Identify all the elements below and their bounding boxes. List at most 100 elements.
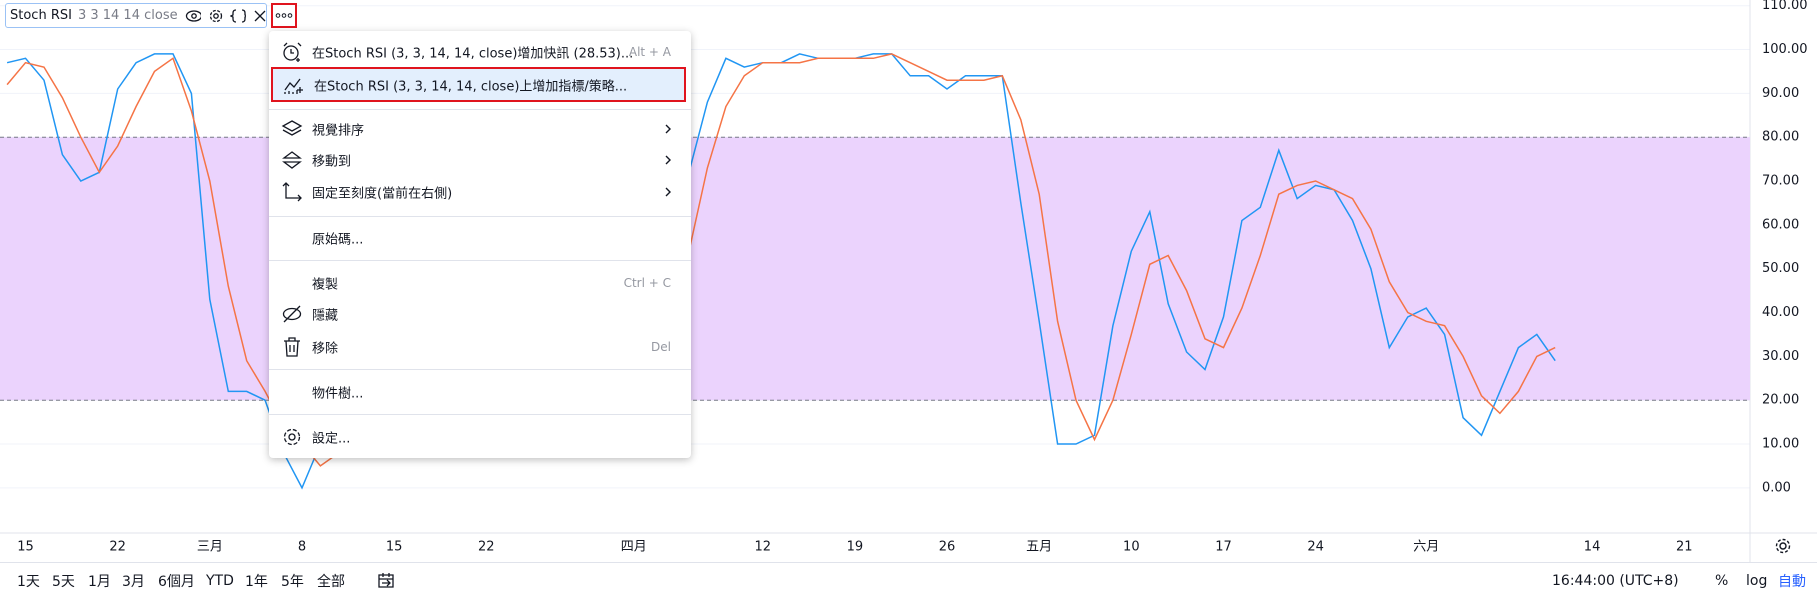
settings-icon (283, 428, 301, 446)
menu-label: 視覺排序 (312, 123, 365, 139)
y-tick-label: 60.00 (1762, 217, 1799, 232)
indicator-params: 3 3 14 14 close (77, 8, 178, 23)
menu-shortcut: Alt + A (628, 45, 671, 59)
menu-label: 複製 (312, 277, 339, 293)
trash-icon (284, 337, 300, 357)
x-tick-label: 21 (1676, 540, 1693, 555)
y-tick-label: 40.00 (1762, 305, 1799, 320)
y-tick-label: 50.00 (1762, 261, 1799, 276)
x-tick-label: 26 (939, 540, 956, 555)
x-tick-label: 五月 (1026, 540, 1052, 555)
source-icon[interactable] (229, 8, 247, 24)
range-button[interactable]: 1月 (88, 574, 111, 590)
menu-label: 隱藏 (312, 308, 339, 324)
move-icon (282, 151, 302, 169)
menu-label: 在Stoch RSI (3, 3, 14, 14, close)增加快訊 (28… (312, 46, 634, 62)
x-tick-label: 四月 (621, 540, 647, 555)
add-indicator-icon (284, 78, 303, 94)
scale-icon (282, 182, 302, 202)
menu-item[interactable]: 視覺排序 (269, 113, 691, 145)
y-tick-label: 20.00 (1762, 393, 1799, 408)
gear-teeth (1775, 538, 1791, 554)
submenu-arrow (665, 124, 671, 134)
menu-label: 在Stoch RSI (3, 3, 14, 14, close)上增加指標/策略… (314, 79, 628, 94)
percent-toggle[interactable]: % (1715, 573, 1729, 589)
bottom-toolbar: 1天 5天 1月 3月 6個月 YTD 1年 5年 全部 16:44:00 (U… (0, 562, 1817, 599)
menu-item[interactable]: 原始碼... (269, 222, 691, 254)
range-button[interactable]: 5年 (281, 574, 304, 590)
goto-date-icon[interactable] (376, 572, 396, 590)
x-tick-label: 14 (1584, 540, 1601, 555)
x-tick-label: 8 (298, 540, 306, 555)
x-tick-label: 15 (386, 540, 403, 555)
indicator-name: Stoch RSI (10, 8, 72, 23)
menu-label: 固定至刻度(當前在右側) (312, 186, 453, 202)
x-tick-label: 15 (17, 540, 34, 555)
menu-item[interactable]: 物件樹... (269, 376, 691, 408)
y-tick-label: 30.00 (1762, 349, 1799, 364)
series-line (6, 53, 1556, 467)
menu-item[interactable]: 隱藏 (269, 298, 691, 330)
context-menu: 在Stoch RSI (3, 3, 14, 14, close)增加快訊 (28… (269, 31, 691, 458)
menu-item[interactable]: 設定... (269, 421, 691, 453)
y-tick-label: 0.00 (1762, 480, 1791, 495)
x-tick-label: 22 (109, 540, 126, 555)
x-tick-label: 六月 (1413, 540, 1439, 555)
indicator-legend[interactable]: Stoch RSI 3 3 14 14 close (5, 3, 267, 28)
y-tick-label: 80.00 (1762, 130, 1799, 145)
submenu-arrow (665, 187, 671, 197)
menu-label: 設定... (312, 431, 351, 447)
menu-item[interactable]: 在Stoch RSI (3, 3, 14, 14, close)增加快訊 (28… (269, 36, 691, 68)
overbought-oversold-band (0, 137, 1750, 401)
menu-item[interactable]: 移除 Del (269, 331, 691, 363)
range-button[interactable]: 6個月 (158, 574, 195, 590)
range-button[interactable]: 1年 (245, 574, 268, 590)
y-tick-label: 90.00 (1762, 86, 1799, 101)
range-button[interactable]: YTD (206, 573, 234, 589)
menu-item[interactable]: 複製 Ctrl + C (269, 267, 691, 299)
more-icon (275, 13, 293, 18)
auto-toggle[interactable]: 自動 (1778, 574, 1806, 590)
menu-shortcut: Ctrl + C (623, 276, 671, 290)
more-button[interactable] (271, 3, 297, 28)
menu-label: 物件樹... (312, 386, 364, 402)
range-button[interactable]: 3月 (122, 574, 145, 590)
hide-icon (282, 305, 302, 323)
menu-item[interactable]: 移動到 (269, 144, 691, 176)
y-tick-label: 100.00 (1762, 42, 1808, 57)
log-toggle[interactable]: log (1746, 573, 1768, 589)
menu-label: 移除 (312, 341, 339, 357)
layers-icon (281, 120, 303, 136)
x-tick-label: 24 (1307, 540, 1324, 555)
x-tick-label: 12 (754, 540, 771, 555)
x-tick-label: 22 (478, 540, 495, 555)
range-button[interactable]: 1天 (17, 574, 40, 590)
x-tick-label: 19 (847, 540, 864, 555)
remove-icon[interactable] (253, 9, 266, 23)
alert-icon (283, 42, 302, 62)
eye-icon[interactable] (185, 9, 202, 23)
y-tick-label: 70.00 (1762, 174, 1799, 189)
settings-icon[interactable] (1775, 538, 1791, 554)
x-tick-label: 17 (1215, 540, 1232, 555)
menu-label: 移動到 (312, 154, 352, 170)
menu-label: 原始碼... (312, 232, 364, 248)
menu-separator (269, 260, 691, 261)
range-button[interactable]: 5天 (52, 574, 75, 590)
menu-item[interactable]: 固定至刻度(當前在右側) (269, 176, 691, 208)
menu-separator (269, 414, 691, 415)
range-button[interactable]: 全部 (317, 574, 345, 590)
submenu-arrow (665, 155, 671, 165)
time-display: 16:44:00 (UTC+8) (1552, 573, 1679, 589)
menu-item-highlighted[interactable]: 在Stoch RSI (3, 3, 14, 14, close)上增加指標/策略… (271, 67, 686, 102)
gear-icon[interactable] (208, 8, 223, 24)
menu-separator (269, 369, 691, 370)
y-tick-label: 10.00 (1762, 437, 1799, 452)
y-tick-label: 110.00 (1762, 0, 1808, 13)
gear-hub (1779, 542, 1787, 550)
menu-shortcut: Del (651, 340, 671, 354)
x-tick-label: 10 (1123, 540, 1140, 555)
x-tick-label: 三月 (197, 540, 223, 555)
menu-separator (269, 109, 691, 110)
